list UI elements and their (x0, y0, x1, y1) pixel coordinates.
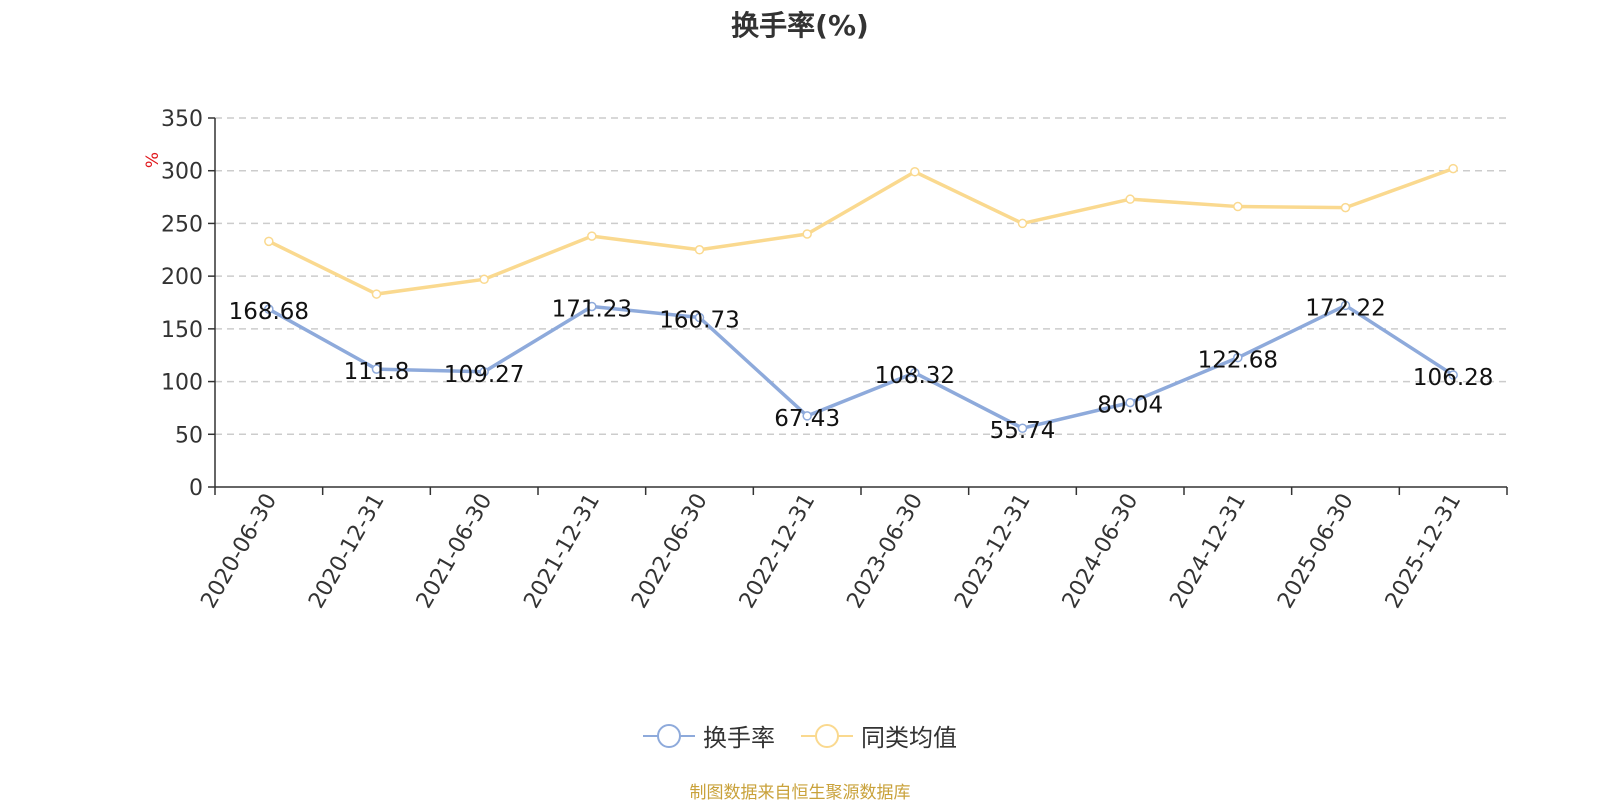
data-point-turnover (1017, 423, 1028, 433)
y-tick-label: 150 (161, 318, 203, 343)
chart-title: 换手率(%) (731, 9, 869, 42)
data-point-turnover (802, 411, 812, 421)
data-label: 80.04 (1097, 393, 1163, 419)
data-point-turnover (1448, 370, 1458, 380)
data-point-turnover (587, 301, 597, 312)
data-label: 171.23 (552, 296, 632, 322)
y-tick-label: 250 (161, 212, 203, 237)
data-label: 106.28 (1413, 365, 1493, 391)
data-point-turnover (479, 367, 489, 377)
x-tick-label: 2021-12-31 (519, 490, 605, 613)
data-point-peer-average (587, 231, 597, 241)
data-point-peer-average (264, 236, 274, 247)
data-label: 172.22 (1305, 295, 1385, 321)
legend-label-turnover: 换手率 (703, 724, 775, 752)
data-label: 111.8 (344, 359, 410, 385)
data-point-turnover (1233, 352, 1243, 363)
x-tick-label: 2023-06-30 (842, 490, 928, 613)
x-tick-label: 2025-12-31 (1381, 490, 1467, 613)
y-tick-label: 200 (161, 265, 203, 290)
data-point-peer-average (1340, 202, 1351, 213)
legend-label-peer-average: 同类均值 (861, 724, 957, 752)
legend: 换手率 同类均值 (0, 718, 1600, 753)
data-point-peer-average (371, 289, 382, 299)
x-tick-label: 2022-06-30 (627, 490, 713, 613)
data-source-note: 制图数据来自恒生聚源数据库 (689, 783, 911, 803)
data-point-peer-average (694, 245, 705, 255)
data-point-peer-average (1233, 201, 1243, 212)
data-point-turnover (1125, 397, 1135, 408)
data-label: 67.43 (774, 406, 840, 432)
data-point-peer-average (1125, 194, 1135, 204)
data-point-turnover (264, 304, 274, 314)
y-axis-unit-label: % (143, 152, 163, 168)
data-point-turnover (910, 368, 920, 378)
data-point-turnover (371, 364, 382, 374)
series-line-turnover (267, 303, 1455, 430)
legend-item-turnover[interactable]: 换手率 (643, 718, 775, 753)
legend-item-peer-average[interactable]: 同类均值 (801, 718, 957, 753)
x-tick-label: 2021-06-30 (412, 490, 498, 613)
x-tick-label: 2022-12-31 (735, 490, 821, 613)
data-label: 108.32 (875, 363, 955, 389)
y-tick-label: 100 (161, 371, 203, 396)
data-point-peer-average (1017, 218, 1028, 229)
data-label: 168.68 (229, 299, 309, 325)
x-tick-label: 2020-06-30 (196, 490, 282, 613)
y-tick-label: 50 (175, 423, 203, 448)
data-point-peer-average (1448, 163, 1458, 174)
data-point-peer-average (802, 229, 812, 239)
x-tick-label: 2024-12-31 (1165, 490, 1251, 613)
data-point-peer-average (479, 274, 489, 285)
y-tick-label: 0 (189, 476, 203, 501)
y-tick-label: 300 (161, 160, 203, 185)
x-tick-label: 2020-12-31 (304, 490, 390, 613)
x-tick-label: 2025-06-30 (1273, 490, 1359, 613)
legend-swatch-turnover-icon (643, 723, 695, 748)
data-label: 122.68 (1198, 348, 1278, 374)
x-tick-label: 2024-06-30 (1058, 490, 1144, 613)
data-label: 109.27 (444, 362, 524, 388)
data-point-turnover (1340, 300, 1351, 311)
x-tick-label: 2023-12-31 (950, 490, 1036, 613)
series-line-peer-average (268, 166, 1454, 296)
data-point-peer-average (910, 167, 920, 177)
legend-swatch-peer-average-icon (801, 723, 853, 748)
data-label: 55.74 (990, 418, 1056, 444)
data-point-turnover (694, 312, 705, 323)
data-label: 160.73 (659, 308, 739, 334)
y-tick-label: 350 (161, 107, 203, 132)
